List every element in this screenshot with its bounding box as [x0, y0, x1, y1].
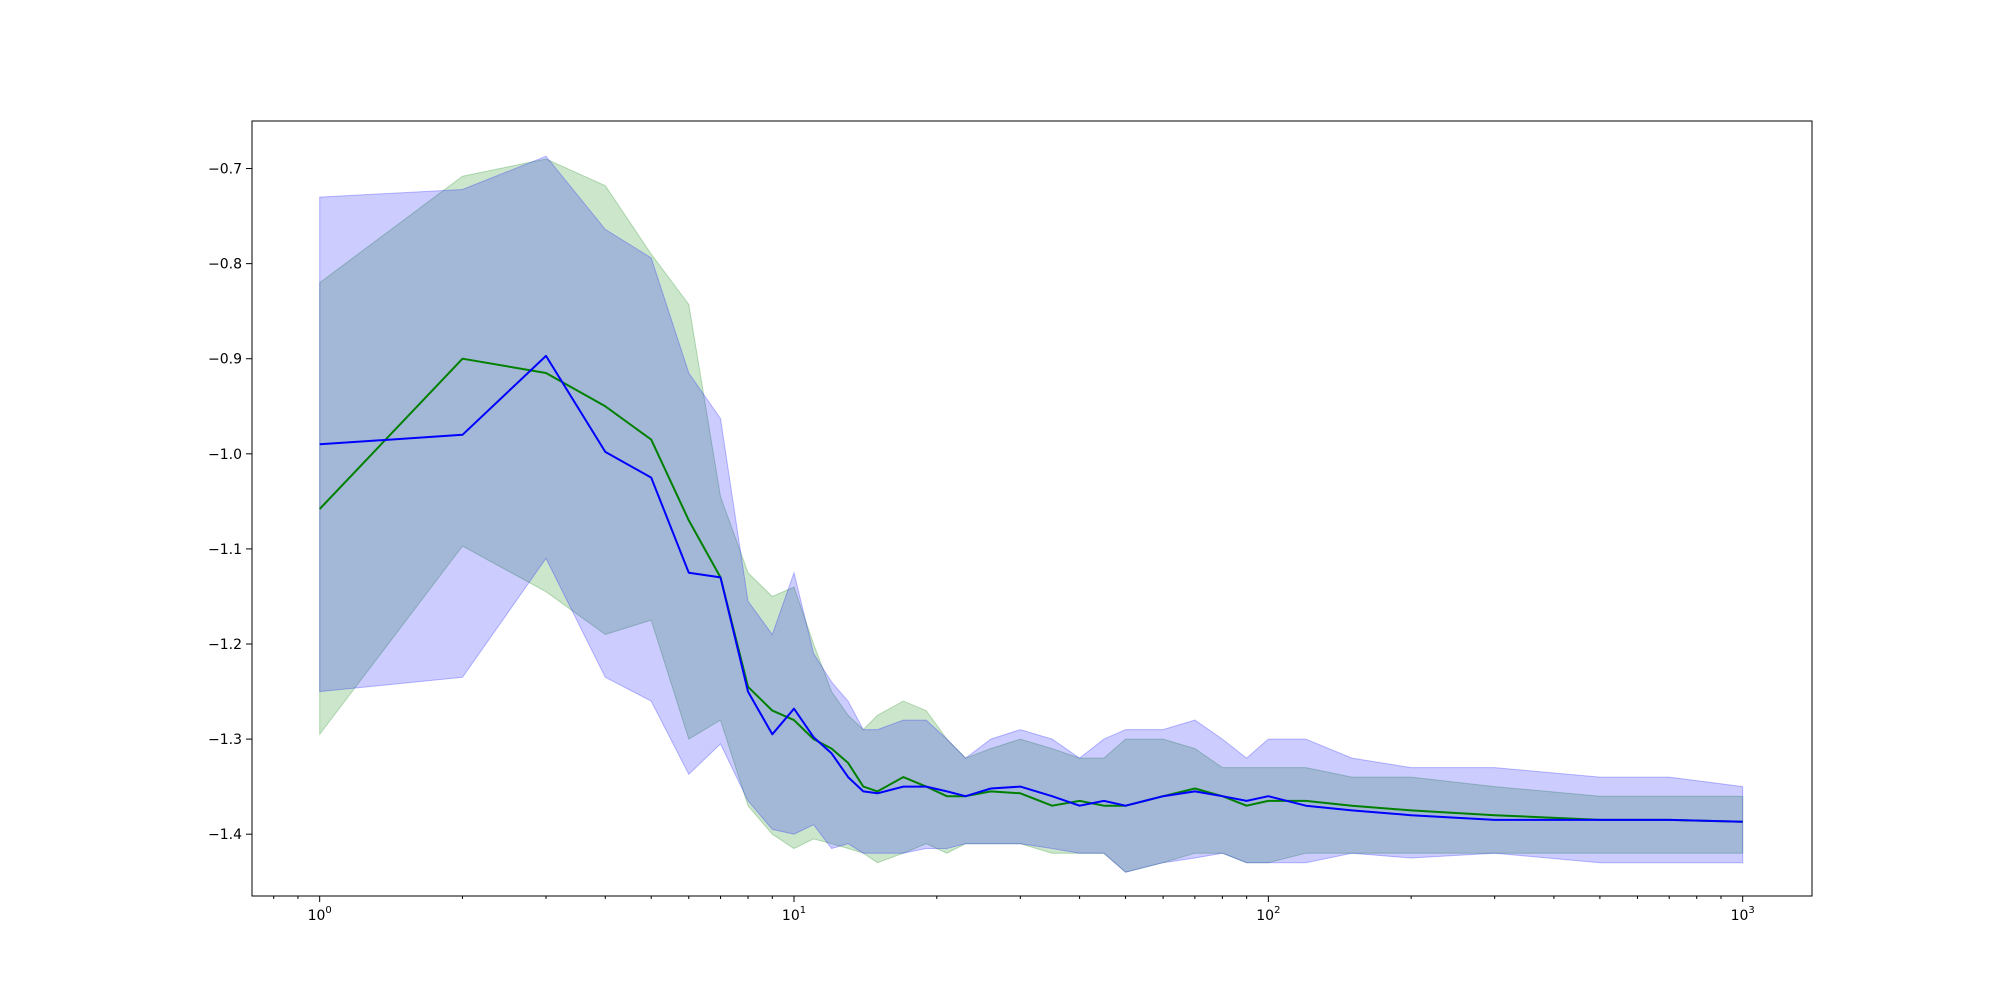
y-tick-label: −1.3 — [208, 732, 242, 748]
line-blue — [319, 354, 1743, 823]
bands — [319, 155, 1744, 873]
y-axis: −0.7 −0.8 −0.9 −1.0 −1.1 −1.2 −1.3 −1.4 — [208, 162, 252, 843]
band-blue — [319, 155, 1744, 873]
y-tick-label: −0.9 — [208, 352, 242, 368]
y-tick-label: −0.8 — [208, 257, 242, 273]
y-tick-label: −1.1 — [208, 542, 242, 558]
lines — [318, 354, 1743, 823]
y-tick-label: −1.0 — [208, 447, 242, 463]
y-tick-label: −1.2 — [208, 637, 242, 653]
y-tick-label: −0.7 — [208, 162, 242, 178]
band-green — [319, 158, 1744, 873]
y-tick-label: −1.4 — [208, 827, 242, 843]
plot-frame — [251, 120, 1813, 897]
